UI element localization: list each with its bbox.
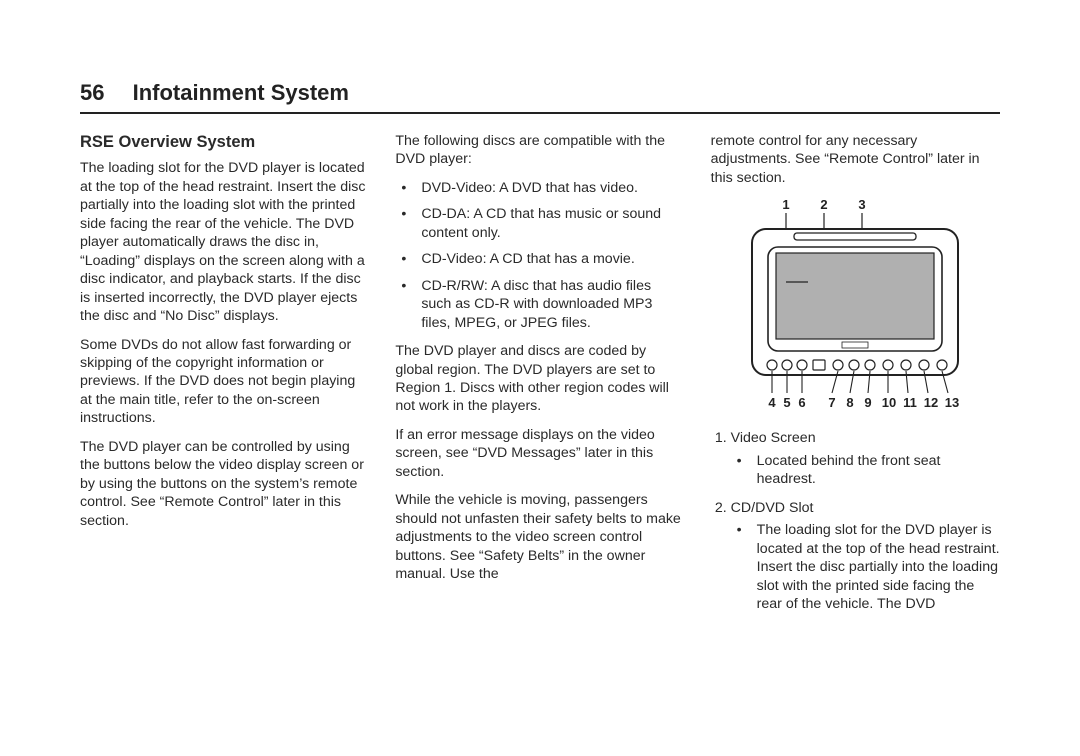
item-label: CD/DVD Slot [731, 500, 814, 516]
col2-paragraph-3: If an error message displays on the vide… [395, 426, 684, 481]
rse-diagram-svg: 1 2 3 [730, 197, 980, 419]
callout-label: 3 [859, 197, 866, 212]
callout-label: 7 [829, 395, 836, 410]
callout-label: 9 [865, 395, 872, 410]
list-item: DVD-Video: A DVD that has video. [395, 179, 684, 197]
list-item: The loading slot for the DVD player is l… [731, 521, 1000, 613]
callout-label: 11 [903, 395, 917, 410]
callout-label: 12 [924, 395, 938, 410]
subheading-rse: RSE Overview System [80, 132, 369, 153]
list-item: CD-R/RW: A disc that has audio files suc… [395, 277, 684, 332]
col1-paragraph-3: The DVD player can be controlled by usin… [80, 438, 369, 530]
component-list: Video Screen Located behind the front se… [711, 429, 1000, 613]
column-2: The following discs are compatible with … [395, 132, 684, 623]
col2-paragraph-4: While the vehicle is moving, passengers … [395, 491, 684, 583]
header-line: 56 Infotainment System [80, 80, 1000, 106]
col2-paragraph-1: The following discs are compatible with … [395, 132, 684, 169]
callout-label: 8 [847, 395, 854, 410]
callout-label: 2 [821, 197, 828, 212]
col3-paragraph-1: remote control for any necessary adjustm… [711, 132, 1000, 187]
callout-label: 13 [945, 395, 959, 410]
callout-label: 1 [783, 197, 790, 212]
list-item-video-screen: Video Screen Located behind the front se… [731, 429, 1000, 488]
list-item: CD-Video: A CD that has a movie. [395, 250, 684, 268]
col1-paragraph-1: The loading slot for the DVD player is l… [80, 159, 369, 325]
list-item-cd-dvd-slot: CD/DVD Slot The loading slot for the DVD… [731, 499, 1000, 614]
item-label: Video Screen [731, 430, 816, 446]
callout-label: 4 [769, 395, 777, 410]
list-item: CD-DA: A CD that has music or sound cont… [395, 205, 684, 242]
page-header: 56 Infotainment System [80, 80, 1000, 114]
page-number: 56 [80, 80, 104, 106]
content-columns: RSE Overview System The loading slot for… [80, 132, 1000, 623]
col1-paragraph-2: Some DVDs do not allow fast forwarding o… [80, 336, 369, 428]
disc-compat-list: DVD-Video: A DVD that has video. CD-DA: … [395, 179, 684, 332]
column-3: remote control for any necessary adjustm… [711, 132, 1000, 623]
header-title: Infotainment System [133, 80, 349, 105]
callout-label: 10 [882, 395, 896, 410]
col2-paragraph-2: The DVD player and discs are coded by gl… [395, 342, 684, 416]
callout-label: 6 [799, 395, 806, 410]
list-item: Located behind the front seat headrest. [731, 452, 1000, 489]
column-1: RSE Overview System The loading slot for… [80, 132, 369, 623]
rse-diagram: 1 2 3 [711, 197, 1000, 419]
callout-label: 5 [784, 395, 791, 410]
page-container: 56 Infotainment System RSE Overview Syst… [0, 0, 1080, 663]
